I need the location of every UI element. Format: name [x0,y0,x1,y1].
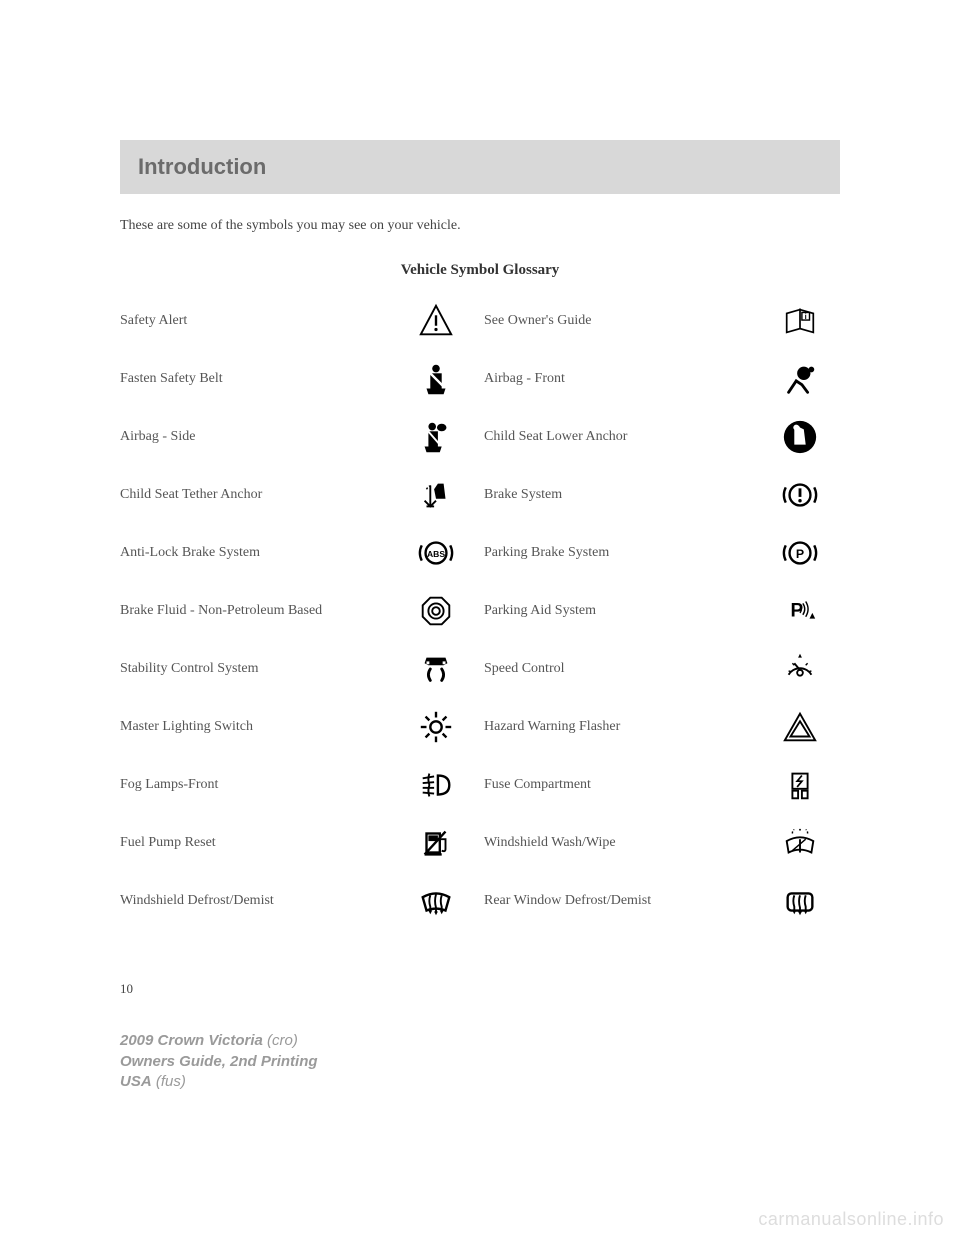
speed-control-icon [780,649,820,689]
abs-icon: ABS [416,533,456,573]
airbag-front-icon [780,359,820,399]
label-fuel-reset: Fuel Pump Reset [120,834,408,852]
label-stability: Stability Control System [120,660,408,678]
label-parking-aid: Parking Aid System [484,602,772,620]
label-fuse: Fuse Compartment [484,776,772,794]
seatbelt-icon [416,359,456,399]
watermark: carmanualsonline.info [758,1209,944,1230]
section-header: Introduction [120,140,840,194]
label-brake-fluid: Brake Fluid - Non-Petroleum Based [120,602,408,620]
airbag-side-icon [416,417,456,457]
section-title: Introduction [138,154,822,180]
label-child-tether: Child Seat Tether Anchor [120,486,408,504]
svg-text:i: i [805,312,807,321]
label-parking-brake: Parking Brake System [484,544,772,562]
lighting-icon [416,707,456,747]
fog-lamp-icon [416,765,456,805]
label-fog-lamp: Fog Lamps-Front [120,776,408,794]
footer-code1: (cro) [267,1032,298,1049]
footer-region: USA [120,1073,152,1090]
brake-fluid-icon [416,591,456,631]
footer-code2: (fus) [156,1073,186,1090]
label-safety-alert: Safety Alert [120,312,408,330]
label-airbag-side: Airbag - Side [120,428,408,446]
footer: 2009 Crown Victoria (cro) Owners Guide, … [120,1031,318,1092]
fuel-reset-icon [416,823,456,863]
label-seatbelt: Fasten Safety Belt [120,370,408,388]
parking-brake-icon: P [780,533,820,573]
brake-system-icon [780,475,820,515]
owners-guide-icon: i [780,301,820,341]
label-front-defrost: Windshield Defrost/Demist [120,892,408,910]
stability-icon [416,649,456,689]
parking-aid-icon: P [780,591,820,631]
wash-wipe-icon [780,823,820,863]
label-lighting: Master Lighting Switch [120,718,408,736]
label-owners-guide: See Owner's Guide [484,312,772,330]
svg-text:ABS: ABS [427,549,445,559]
intro-text: These are some of the symbols you may se… [120,218,840,234]
label-airbag-front: Airbag - Front [484,370,772,388]
label-speed-control: Speed Control [484,660,772,678]
rear-defrost-icon [780,881,820,921]
child-tether-icon [416,475,456,515]
fuse-icon [780,765,820,805]
page-number: 10 [120,981,840,997]
glossary-title: Vehicle Symbol Glossary [120,262,840,279]
child-seat-lower-icon [780,417,820,457]
label-abs: Anti-Lock Brake System [120,544,408,562]
footer-guide: Owners Guide, 2nd Printing [120,1052,318,1072]
label-rear-defrost: Rear Window Defrost/Demist [484,892,772,910]
label-brake-system: Brake System [484,486,772,504]
label-wash-wipe: Windshield Wash/Wipe [484,834,772,852]
hazard-icon [780,707,820,747]
svg-text:P: P [796,547,804,561]
front-defrost-icon [416,881,456,921]
label-child-lower: Child Seat Lower Anchor [484,428,772,446]
footer-model: 2009 Crown Victoria [120,1032,263,1049]
safety-alert-icon [416,301,456,341]
symbol-glossary: Safety Alert See Owner's Guide i Fasten … [120,301,840,921]
page-container: Introduction These are some of the symbo… [0,0,960,997]
label-hazard: Hazard Warning Flasher [484,718,772,736]
